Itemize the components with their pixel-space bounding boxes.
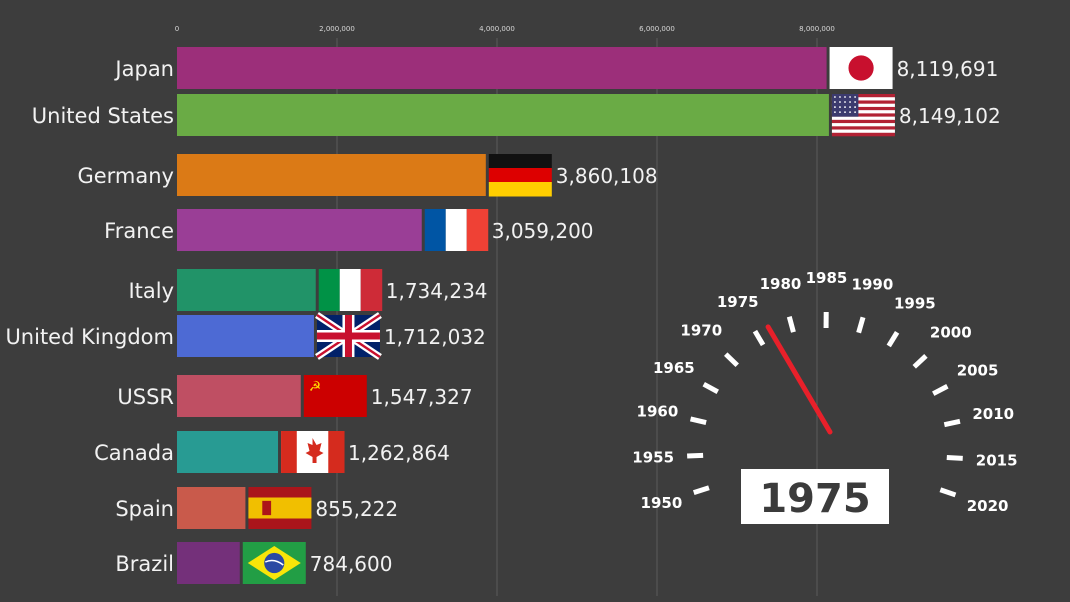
value-label: 784,600 [310, 552, 393, 576]
gauge-year-label: 2010 [972, 405, 1014, 423]
bar [177, 375, 301, 417]
x-axis-ticks: 0 2,000,000 4,000,000 6,000,000 8,000,000 [175, 25, 835, 33]
italy-flag-icon [318, 269, 383, 311]
bar [177, 209, 422, 251]
bar [177, 542, 240, 584]
category-label: USSR [117, 385, 174, 409]
gauge-year-label: 1995 [894, 294, 936, 312]
category-label: Germany [77, 164, 174, 188]
category-label: Italy [128, 279, 174, 303]
bar [177, 47, 827, 89]
gauge-year-label: 2020 [967, 497, 1009, 515]
gauge-tick [939, 487, 957, 498]
gauge-tick [786, 316, 796, 333]
gauge-year-label: 1950 [641, 494, 683, 512]
gauge-year-label: 1990 [852, 276, 894, 294]
usa-flag-icon [831, 94, 895, 137]
gauge-tick [932, 384, 949, 396]
spain-flag-icon [248, 487, 312, 529]
value-label: 1,547,327 [371, 385, 473, 409]
value-label: 3,059,200 [492, 219, 594, 243]
gauge-tick [723, 352, 739, 368]
ussr-flag-icon: ☭ [303, 375, 367, 417]
gauge-year-label: 2005 [957, 362, 999, 380]
gauge-year-label: 1960 [637, 402, 679, 420]
value-label: 1,734,234 [386, 279, 488, 303]
value-label: 1,712,032 [384, 325, 486, 349]
current-year-box [741, 469, 889, 524]
gauge-tick [702, 381, 719, 394]
category-label: Spain [115, 497, 174, 521]
category-label: United States [32, 104, 174, 128]
gauge-year-label: 1970 [680, 322, 722, 340]
value-label: 8,149,102 [899, 104, 1001, 128]
bar [177, 487, 246, 529]
uk-flag-icon [315, 312, 382, 360]
gauge-tick [886, 331, 900, 348]
gauge-year-label: 1965 [653, 359, 695, 377]
value-label: 1,262,864 [348, 441, 450, 465]
canada-flag-icon [281, 431, 345, 473]
category-label: Japan [113, 57, 174, 81]
bar [177, 431, 279, 473]
x-tick-label: 0 [175, 25, 179, 33]
bar [177, 154, 486, 196]
bar [177, 315, 314, 357]
bar [177, 94, 829, 136]
gauge-tick [752, 329, 766, 347]
gauge-year-label: 1955 [632, 449, 674, 467]
france-flag-icon [424, 209, 489, 251]
current-year: 1975 [759, 476, 870, 522]
category-label: United Kingdom [5, 325, 174, 349]
category-label: France [104, 219, 174, 243]
brazil-flag-icon [242, 542, 306, 584]
x-tick-label: 8,000,000 [799, 25, 835, 33]
gauge-year-label: 1985 [806, 269, 848, 287]
gauge-year-label: 2000 [930, 324, 972, 342]
gauge-tick [689, 416, 707, 425]
japan-flag-icon [829, 47, 893, 89]
gauge-tick [687, 452, 704, 459]
bars: Japan 8,119,691 United States 8,149,102 Germ… [5, 47, 1001, 584]
germany-flag-icon [488, 154, 552, 197]
x-tick-label: 4,000,000 [479, 25, 515, 33]
gauge-tick [946, 454, 963, 461]
gauge-year-label: 1975 [717, 293, 759, 311]
value-label: 855,222 [315, 497, 398, 521]
value-label: 3,860,108 [556, 164, 658, 188]
gauge-tick [856, 316, 866, 334]
x-tick-label: 2,000,000 [319, 25, 355, 33]
bar [177, 269, 316, 311]
category-label: Canada [94, 441, 174, 465]
gauge-needle [765, 324, 833, 435]
gauge-year-label: 2015 [976, 452, 1018, 470]
value-label: 8,119,691 [897, 57, 999, 81]
category-label: Brazil [115, 552, 174, 576]
x-tick-label: 6,000,000 [639, 25, 675, 33]
svg-text:☭: ☭ [309, 379, 322, 395]
gauge-tick [912, 354, 928, 369]
gauge-tick [692, 485, 710, 496]
gauge-year-label: 1980 [760, 275, 802, 293]
gauge-tick [943, 418, 961, 428]
